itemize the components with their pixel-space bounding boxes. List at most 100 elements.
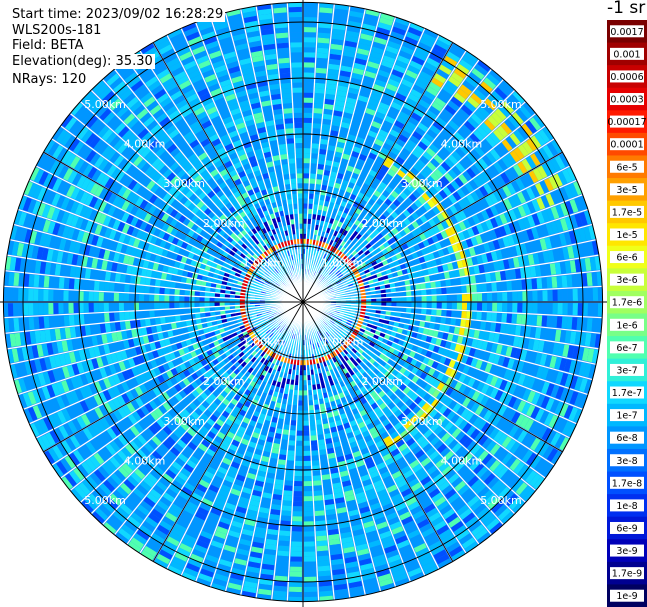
heatmap-cell [424, 221, 432, 230]
heatmap-cell [413, 108, 425, 118]
heatmap-cell [299, 228, 303, 234]
heatmap-cell [490, 217, 499, 228]
ray-gap [302, 165, 571, 303]
heatmap-cell [303, 77, 314, 83]
heatmap-cell [357, 268, 364, 273]
heatmap-cell [422, 32, 436, 43]
heatmap-cell [443, 271, 450, 279]
heatmap-cell [497, 238, 506, 249]
heatmap-cell [491, 90, 504, 104]
heatmap-cell [28, 274, 35, 287]
heatmap-cell [389, 129, 400, 138]
heatmap-cell [109, 312, 115, 322]
heatmap-cell [332, 23, 346, 31]
heatmap-cell [352, 237, 359, 244]
heatmap-cell [438, 189, 448, 200]
heatmap-cell [316, 261, 321, 268]
heatmap-cell [376, 198, 384, 206]
heatmap-cell [582, 288, 588, 301]
heatmap-cell [338, 227, 345, 234]
heatmap-cell [304, 6, 318, 13]
heatmap-cell [53, 289, 59, 301]
heatmap-cell [440, 200, 449, 210]
heatmap-cell [406, 240, 413, 248]
heatmap-cell [535, 182, 545, 196]
heatmap-cell [403, 74, 416, 84]
heatmap-cell [149, 294, 155, 302]
heatmap-cell [363, 75, 375, 84]
heatmap-cell [431, 101, 444, 112]
heatmap-cell [159, 287, 165, 295]
heatmap-cell [528, 170, 539, 184]
heatmap-cell [449, 253, 457, 262]
heatmap-cell [204, 302, 210, 307]
heatmap-cell [317, 47, 329, 54]
heatmap-cell [517, 218, 526, 231]
heatmap-cell [470, 113, 483, 125]
heatmap-cell [406, 296, 412, 302]
heatmap-cell [362, 144, 372, 152]
heatmap-cell [392, 160, 402, 169]
heatmap-cell [88, 302, 94, 313]
heatmap-cell [364, 70, 377, 79]
heatmap-cell [349, 234, 356, 241]
heatmap-cell [477, 105, 490, 118]
heatmap-cell [465, 238, 474, 248]
heatmap-cell [483, 119, 496, 131]
heatmap-cell [391, 101, 402, 111]
heatmap-cell [478, 264, 485, 274]
heatmap-cell [527, 290, 533, 302]
heatmap-cell [394, 186, 403, 195]
heatmap-cell [164, 280, 171, 288]
heatmap-cell [376, 225, 384, 233]
heatmap-cell [489, 69, 503, 82]
heatmap-cell [461, 285, 467, 293]
heatmap-cell [374, 247, 382, 254]
heatmap-cell [376, 233, 384, 240]
heatmap-cell [339, 291, 346, 294]
heatmap-cell [175, 275, 182, 283]
heatmap-cell [501, 281, 508, 291]
heatmap-cell [464, 182, 474, 193]
heatmap-cell [500, 122, 513, 135]
heatmap-cell [439, 88, 452, 100]
heatmap-cell [503, 259, 510, 270]
heatmap-cell [456, 188, 466, 199]
heatmap-cell [536, 211, 545, 224]
heatmap-cell [189, 296, 195, 302]
heatmap-cell [523, 102, 536, 116]
heatmap-cell [420, 118, 432, 128]
heatmap-cell [333, 13, 348, 21]
heatmap-cell [532, 290, 538, 302]
heatmap-cell [582, 242, 590, 257]
heatmap-cell [429, 274, 436, 282]
heatmap-cell [453, 202, 463, 212]
heatmap-cell [48, 289, 54, 301]
heatmap-cell [93, 313, 100, 324]
heatmap-cell [368, 217, 376, 225]
heatmap-cell [341, 60, 353, 68]
heatmap-cell [194, 291, 200, 297]
heatmap-cell [444, 197, 453, 207]
heatmap-cell [93, 291, 99, 302]
heatmap-cell [290, 52, 302, 58]
heatmap-cell [414, 258, 421, 265]
heatmap-cell [348, 283, 354, 287]
heatmap-cell [481, 139, 493, 151]
heatmap-cell [334, 243, 340, 249]
heatmap-cell [491, 111, 503, 124]
heatmap-cell [409, 180, 419, 190]
heatmap-cell [332, 275, 338, 280]
heatmap-cell [526, 228, 535, 241]
heatmap-cell [398, 275, 405, 282]
heatmap-cell [377, 251, 384, 258]
heatmap-cell [437, 93, 449, 104]
heatmap-cell [149, 302, 155, 310]
heatmap-cell [149, 318, 156, 326]
heatmap-cell [332, 241, 337, 248]
heatmap-cell [164, 309, 170, 316]
heatmap-cell [318, 153, 326, 160]
heatmap-cell [378, 168, 387, 177]
heatmap-cell [58, 277, 65, 289]
heatmap-cell [542, 145, 554, 159]
